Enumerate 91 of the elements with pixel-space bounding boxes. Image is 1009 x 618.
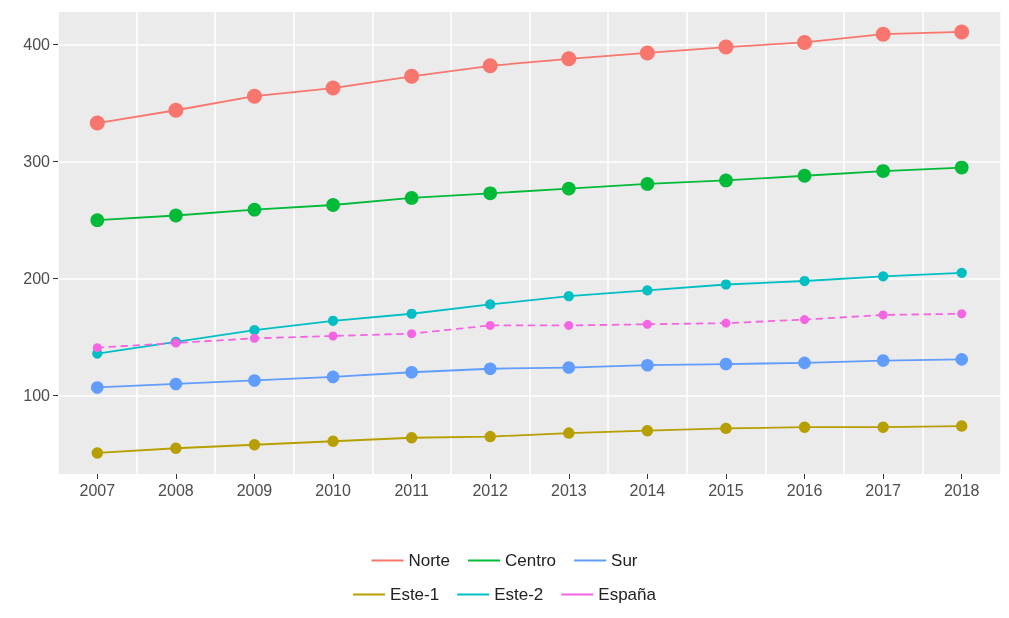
- point: [718, 39, 734, 55]
- point: [641, 358, 654, 372]
- point: [89, 115, 105, 131]
- point: [248, 439, 261, 451]
- x-tick-label: 2007: [79, 481, 116, 499]
- point: [327, 435, 339, 447]
- point: [407, 329, 417, 339]
- point: [485, 299, 496, 310]
- y-tick-label: 300: [23, 153, 51, 171]
- point: [797, 34, 813, 50]
- x-tick-label: 2011: [394, 481, 429, 499]
- legend-label: Sur: [611, 551, 638, 570]
- point: [798, 356, 811, 370]
- point: [328, 331, 338, 341]
- point: [876, 354, 890, 367]
- point: [405, 365, 418, 379]
- point: [876, 164, 891, 178]
- y-tick-label: 100: [23, 387, 51, 405]
- point: [406, 308, 417, 319]
- point: [170, 442, 182, 454]
- point: [561, 51, 577, 67]
- point: [249, 333, 259, 343]
- point: [485, 320, 495, 330]
- legend-label: Este-2: [494, 585, 544, 604]
- point: [639, 45, 655, 61]
- point: [956, 420, 968, 432]
- point: [875, 26, 891, 42]
- point: [642, 319, 652, 329]
- point: [248, 374, 261, 387]
- x-tick-label: 2010: [315, 481, 351, 499]
- point: [720, 279, 732, 290]
- x-tick-label: 2015: [708, 481, 744, 499]
- point: [169, 377, 183, 391]
- point: [564, 320, 574, 330]
- point: [798, 421, 811, 433]
- point: [405, 432, 418, 444]
- legend-label: España: [598, 585, 657, 604]
- y-tick-label: 400: [23, 36, 51, 54]
- x-tick-label: 2013: [550, 481, 587, 499]
- x-tick-label: 2014: [629, 481, 666, 499]
- point: [327, 315, 339, 326]
- legend-label: Este-1: [390, 585, 440, 604]
- point: [483, 186, 498, 201]
- point: [246, 88, 262, 104]
- point: [91, 381, 104, 394]
- x-tick-label: 2008: [158, 481, 194, 499]
- point: [168, 102, 184, 118]
- point: [326, 370, 340, 384]
- y-tick-label: 200: [23, 270, 51, 288]
- legend-label: Centro: [505, 551, 557, 570]
- point: [404, 68, 420, 84]
- point: [720, 422, 732, 435]
- x-tick-label: 2009: [236, 481, 273, 499]
- point: [954, 24, 970, 40]
- point: [800, 315, 810, 325]
- point: [483, 362, 497, 376]
- point: [563, 291, 574, 302]
- point: [957, 309, 967, 319]
- point: [954, 160, 969, 175]
- point: [249, 325, 260, 336]
- point: [561, 181, 576, 196]
- x-tick-label: 2016: [786, 481, 823, 499]
- point: [484, 430, 496, 443]
- point: [642, 285, 653, 296]
- point: [404, 191, 419, 205]
- point: [956, 267, 967, 278]
- point: [641, 425, 654, 437]
- point: [90, 213, 105, 228]
- point: [562, 361, 576, 374]
- point: [91, 447, 103, 459]
- x-tick-label: 2017: [865, 481, 902, 499]
- point: [799, 275, 810, 287]
- point: [247, 202, 262, 217]
- point: [168, 208, 183, 223]
- point: [878, 271, 889, 282]
- x-tick-label: 2018: [943, 481, 980, 499]
- point: [640, 177, 655, 191]
- point: [955, 353, 969, 366]
- point: [719, 173, 733, 188]
- point: [721, 318, 731, 328]
- legend-label: Norte: [408, 551, 451, 570]
- point: [326, 198, 340, 212]
- point: [482, 58, 498, 74]
- point: [877, 421, 889, 433]
- point: [719, 357, 733, 371]
- point: [878, 310, 888, 320]
- point: [325, 80, 341, 96]
- point: [563, 427, 575, 439]
- x-tick-label: 2012: [472, 481, 509, 499]
- point: [92, 343, 102, 353]
- point: [797, 168, 812, 183]
